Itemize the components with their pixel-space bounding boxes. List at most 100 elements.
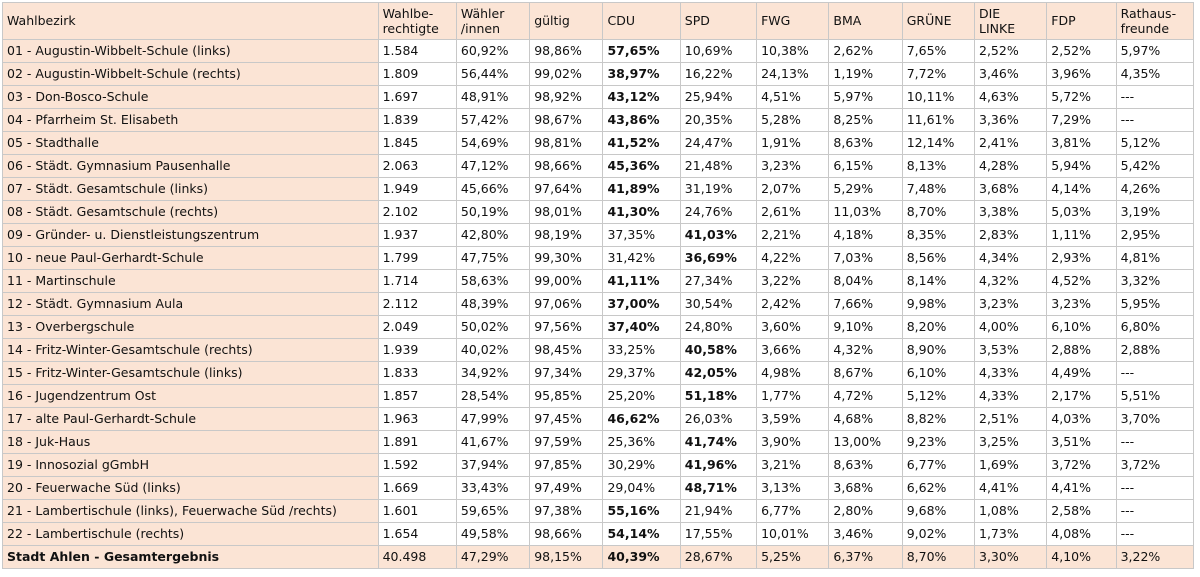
total-row: Stadt Ahlen - Gesamtergebnis 40.498 47,29%… xyxy=(2,545,1195,569)
table-row: 17 - alte Paul-Gerhardt-Schule 1.963 47,99… xyxy=(2,407,1195,431)
value-cell: 7,65% xyxy=(901,39,976,63)
value-cell: 5,03% xyxy=(1046,200,1117,224)
value-cell: 1.654 xyxy=(377,522,457,546)
value-cell: 3,68% xyxy=(973,177,1048,201)
value-cell: 97,06% xyxy=(529,292,604,316)
value-cell: 57,65% xyxy=(602,39,681,63)
value-cell: 4,34% xyxy=(973,246,1048,270)
district-name-cell: 05 - Stadthalle xyxy=(2,131,379,155)
value-cell: 47,75% xyxy=(455,246,531,270)
value-cell: 3,13% xyxy=(756,476,830,500)
value-cell: 4,26% xyxy=(1115,177,1195,201)
value-cell: 43,86% xyxy=(602,108,681,132)
value-cell: 3,68% xyxy=(828,476,903,500)
value-cell: 40,39% xyxy=(602,545,681,569)
value-cell: 60,92% xyxy=(455,39,531,63)
district-name-cell: 07 - Städt. Gesamtschule (links) xyxy=(2,177,379,201)
value-cell: 41,11% xyxy=(602,269,681,293)
district-name-cell: 21 - Lambertischule (links), Feuerwache … xyxy=(2,499,379,523)
value-cell: 25,94% xyxy=(679,85,758,109)
value-cell: 37,00% xyxy=(602,292,681,316)
value-cell: 1.949 xyxy=(377,177,457,201)
value-cell: --- xyxy=(1115,476,1195,500)
value-cell: 1.799 xyxy=(377,246,457,270)
value-cell: 36,69% xyxy=(679,246,758,270)
value-cell: 58,63% xyxy=(455,269,531,293)
district-name-cell: 09 - Gründer- u. Dienstleistungszentrum xyxy=(2,223,379,247)
value-cell: 4,22% xyxy=(756,246,830,270)
value-cell: 54,69% xyxy=(455,131,531,155)
value-cell: 31,42% xyxy=(602,246,681,270)
value-cell: 4,33% xyxy=(973,361,1048,385)
value-cell: 8,63% xyxy=(828,131,903,155)
value-cell: 4,81% xyxy=(1115,246,1195,270)
value-cell: 4,03% xyxy=(1046,407,1117,431)
value-cell: 2,83% xyxy=(973,223,1048,247)
value-cell: 43,12% xyxy=(602,85,681,109)
value-cell: 55,16% xyxy=(602,499,681,523)
value-cell: 29,04% xyxy=(602,476,681,500)
value-cell: 5,25% xyxy=(756,545,830,569)
value-cell: 3,36% xyxy=(973,108,1048,132)
value-cell: 3,59% xyxy=(756,407,830,431)
value-cell: 5,28% xyxy=(756,108,830,132)
district-name-cell: 19 - Innosozial gGmbH xyxy=(2,453,379,477)
district-name-cell: 01 - Augustin-Wibbelt-Schule (links) xyxy=(2,39,379,63)
value-cell: 3,23% xyxy=(1046,292,1117,316)
value-cell: 98,15% xyxy=(529,545,604,569)
value-cell: 3,90% xyxy=(756,430,830,454)
value-cell: 10,11% xyxy=(901,85,976,109)
value-cell: 3,60% xyxy=(756,315,830,339)
value-cell: 34,92% xyxy=(455,361,531,385)
value-cell: 3,25% xyxy=(973,430,1048,454)
value-cell: 2.112 xyxy=(377,292,457,316)
value-cell: 1.857 xyxy=(377,384,457,408)
column-header: Wähler/innen xyxy=(455,2,531,40)
table-row: 08 - Städt. Gesamtschule (rechts) 2.102 50… xyxy=(2,200,1195,224)
value-cell: 5,94% xyxy=(1046,154,1117,178)
value-cell: 45,66% xyxy=(455,177,531,201)
value-cell: 40.498 xyxy=(377,545,457,569)
district-name-cell: 04 - Pfarrheim St. Elisabeth xyxy=(2,108,379,132)
value-cell: 59,65% xyxy=(455,499,531,523)
value-cell: 8,70% xyxy=(901,200,976,224)
value-cell: 99,00% xyxy=(529,269,604,293)
table-row: 19 - Innosozial gGmbH 1.592 37,94% 97,85% 30… xyxy=(2,453,1195,477)
value-cell: 3,32% xyxy=(1115,269,1195,293)
table-row: 15 - Fritz-Winter-Gesamtschule (links) 1.… xyxy=(2,361,1195,385)
value-cell: 2,41% xyxy=(973,131,1048,155)
value-cell: 4,41% xyxy=(1046,476,1117,500)
table-row: 04 - Pfarrheim St. Elisabeth 1.839 57,42% 9… xyxy=(2,108,1195,132)
value-cell: 48,39% xyxy=(455,292,531,316)
value-cell: 95,85% xyxy=(529,384,604,408)
value-cell: 6,77% xyxy=(901,453,976,477)
value-cell: 4,10% xyxy=(1046,545,1117,569)
value-cell: 97,45% xyxy=(529,407,604,431)
table-row: 05 - Stadthalle 1.845 54,69% 98,81% 41,52% 24… xyxy=(2,131,1195,155)
value-cell: 8,82% xyxy=(901,407,976,431)
value-cell: 3,70% xyxy=(1115,407,1195,431)
district-name-cell: 22 - Lambertischule (rechts) xyxy=(2,522,379,546)
value-cell: 11,03% xyxy=(828,200,903,224)
value-cell: 24,47% xyxy=(679,131,758,155)
value-cell: 3,96% xyxy=(1046,62,1117,86)
value-cell: --- xyxy=(1115,361,1195,385)
value-cell: 16,22% xyxy=(679,62,758,86)
value-cell: 98,86% xyxy=(529,39,604,63)
value-cell: 41,52% xyxy=(602,131,681,155)
column-header: FWG xyxy=(756,2,830,40)
value-cell: 5,12% xyxy=(1115,131,1195,155)
value-cell: 28,67% xyxy=(679,545,758,569)
value-cell: 5,29% xyxy=(828,177,903,201)
value-cell: 5,42% xyxy=(1115,154,1195,178)
district-name-cell: 14 - Fritz-Winter-Gesamtschule (rechts) xyxy=(2,338,379,362)
value-cell: 1.891 xyxy=(377,430,457,454)
value-cell: --- xyxy=(1115,430,1195,454)
value-cell: 41,89% xyxy=(602,177,681,201)
value-cell: 37,94% xyxy=(455,453,531,477)
value-cell: 9,98% xyxy=(901,292,976,316)
value-cell: 8,56% xyxy=(901,246,976,270)
column-header: Rathaus-freunde xyxy=(1115,2,1195,40)
value-cell: 4,18% xyxy=(828,223,903,247)
value-cell: 26,03% xyxy=(679,407,758,431)
